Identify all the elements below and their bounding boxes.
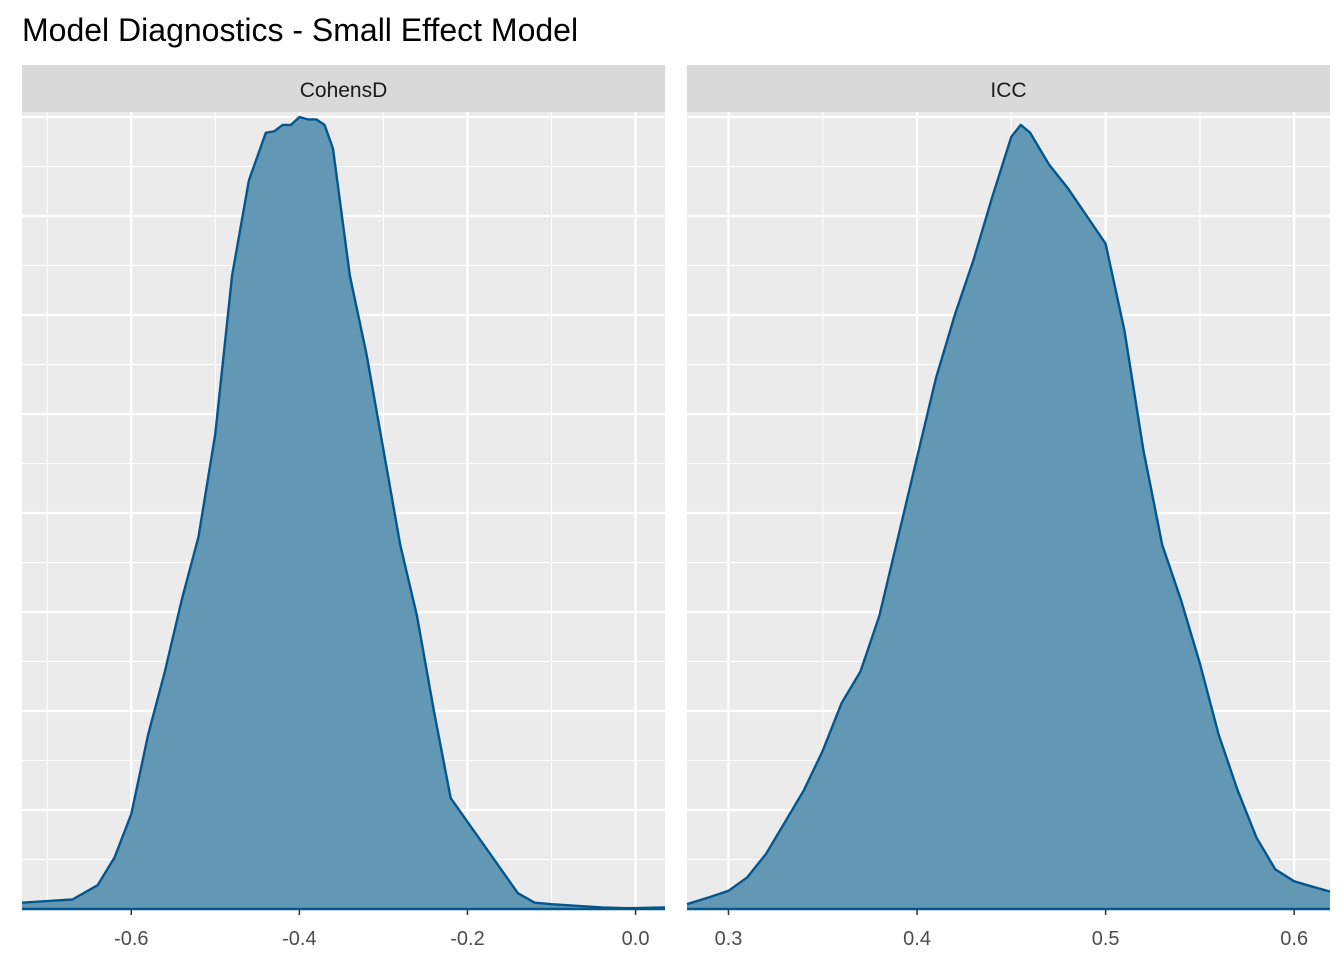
density-line-icc [686,123,1331,906]
x-tick-label: -0.4 [282,928,316,950]
density-line-cohensd [21,115,666,910]
panel-icc: ICC 0.3 0.4 0.5 0.6 [686,65,1331,950]
x-tick-label: -0.6 [114,928,148,950]
x-tick-label: 0.4 [903,928,931,950]
x-tick-label: 0.6 [1280,928,1308,950]
chart-title: Model Diagnostics - Small Effect Model [22,12,578,48]
density-area-icc [687,124,1330,909]
facet-label-cohensd: CohensD [300,79,388,102]
x-tick-label: 0.3 [715,928,743,950]
density-area-cohensd [22,117,665,909]
panel-cohensd: CohensD -0.6 -0.4 -0.2 0.0 [21,65,666,950]
facet-strip-cohensd [22,65,665,112]
x-tick-label: 0.5 [1092,928,1120,950]
facet-label-icc: ICC [990,79,1026,102]
facet-strip-icc [687,65,1330,112]
x-tick-label: -0.2 [450,928,484,950]
x-tick-label: 0.0 [622,928,650,950]
